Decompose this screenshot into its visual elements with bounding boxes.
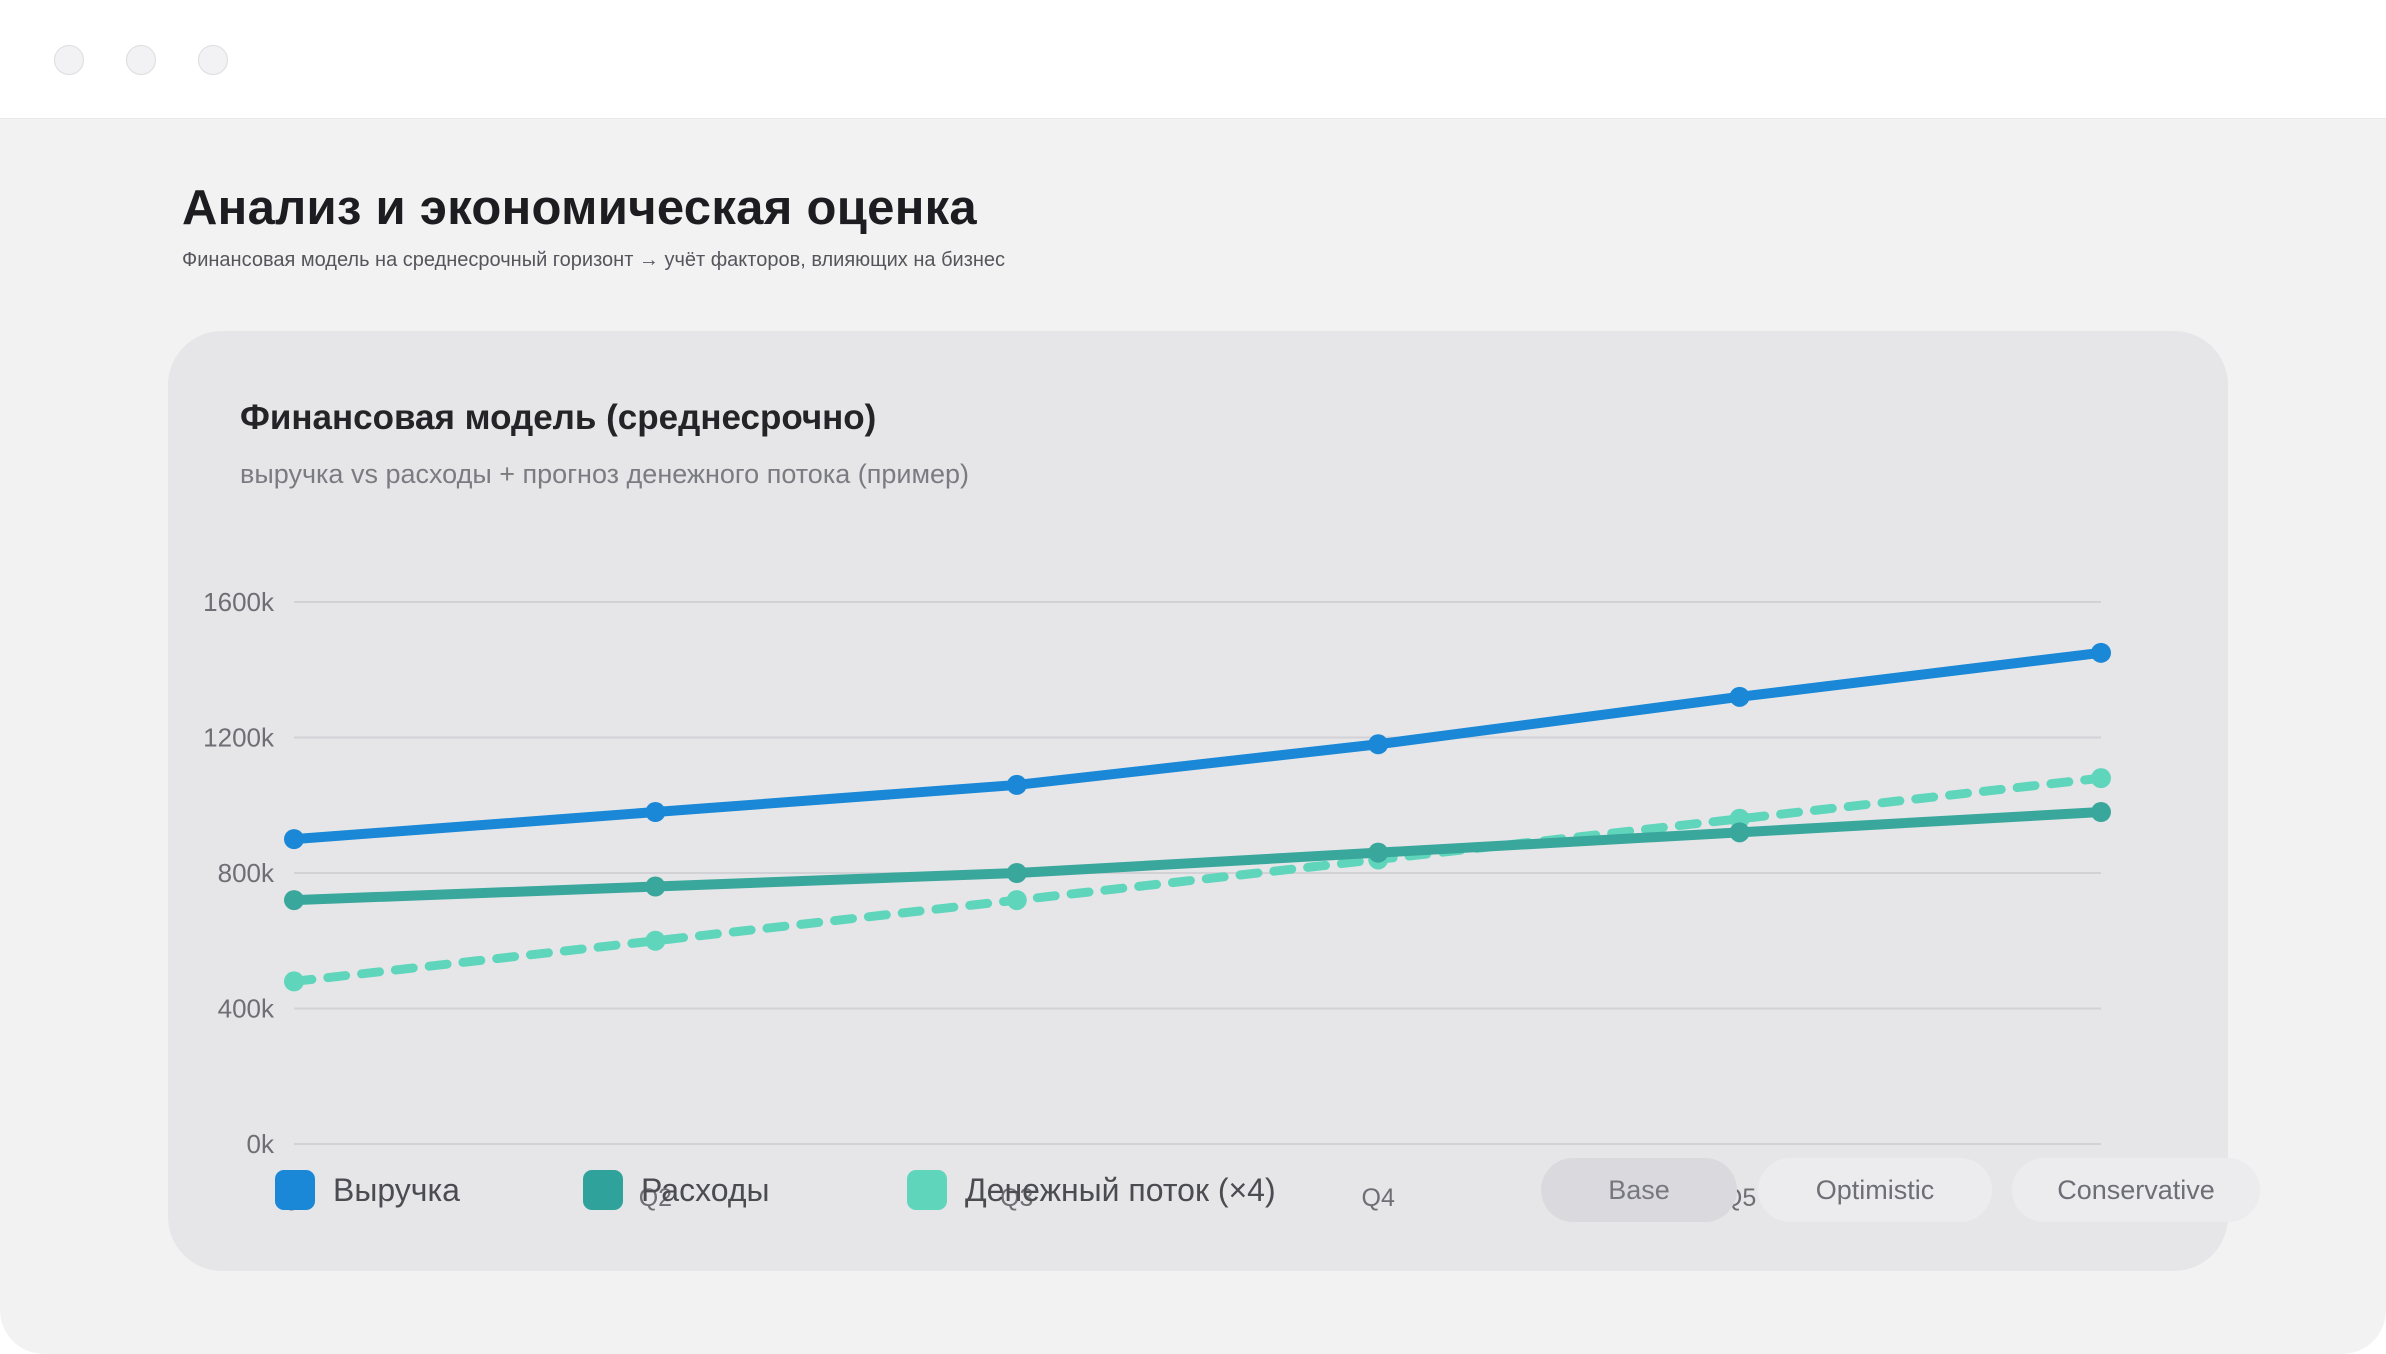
legend-item-cashflow[interactable]: Денежный поток (×4) [907,1170,1276,1210]
window-maximize-button[interactable] [198,45,228,75]
window-titlebar [0,0,2386,119]
chart-series [284,642,2111,992]
scenario-base-button[interactable]: Base [1541,1158,1737,1222]
data-point-cashflow[interactable] [2091,768,2111,789]
x-tick-label: Q2 [639,1184,672,1212]
data-point-cashflow[interactable] [284,971,304,992]
y-tick-label: 400k [218,994,275,1024]
y-tick-label: 1200k [203,723,275,753]
data-point-cashflow[interactable] [645,930,666,951]
data-point-expenses[interactable] [1368,842,1389,863]
y-tick-label: 800k [218,858,275,888]
y-tick-label: 0k [247,1129,275,1159]
window-minimize-button[interactable] [126,45,156,75]
series-line-expenses [289,807,2106,906]
data-point-expenses[interactable] [1729,822,1750,843]
data-point-revenue[interactable] [1368,734,1389,755]
window-close-button[interactable] [54,45,84,75]
scenario-conservative-button[interactable]: Conservative [2012,1158,2260,1222]
legend-label-revenue: Выручка [333,1171,460,1208]
legend-item-revenue[interactable]: Выручка [275,1170,460,1210]
page-title: Анализ и экономическая оценка [182,181,977,235]
legend-label-expenses: Расходы [641,1171,770,1208]
y-tick-label: 1600k [203,587,275,617]
page-subtitle: Финансовая модель на среднесрочный гориз… [182,249,1006,271]
chart-grid [294,601,2101,1145]
data-point-expenses[interactable] [645,876,666,897]
x-tick-label: Q3 [1000,1184,1033,1212]
data-point-cashflow[interactable] [1006,890,1027,911]
legend-swatch-revenue [275,1170,315,1210]
x-tick-label: Q4 [1362,1184,1395,1212]
legend-swatch-expenses [583,1170,623,1210]
chart-subtitle: выручка vs расходы + прогноз денежного п… [240,459,970,489]
data-point-expenses[interactable] [2091,802,2111,823]
data-point-revenue[interactable] [284,829,304,850]
legend-swatch-cashflow [907,1170,947,1210]
y-axis: 0k 400k 800k 1200k 1600k [203,587,275,1159]
legend-label-cashflow: Денежный поток (×4) [965,1171,1276,1208]
legend-item-expenses[interactable]: Расходы [583,1170,769,1210]
chart-title: Финансовая модель (среднесрочно) [240,398,877,437]
data-point-revenue[interactable] [2091,642,2111,663]
scenario-optimistic-button[interactable]: Optimistic [1758,1158,1992,1222]
data-point-expenses[interactable] [1006,863,1027,883]
data-point-revenue[interactable] [1729,686,1750,707]
data-point-expenses[interactable] [284,890,304,911]
data-point-revenue[interactable] [1006,774,1027,795]
data-point-revenue[interactable] [645,802,666,823]
series-line-revenue [289,647,2106,845]
series-line-cashflow [289,773,2106,986]
